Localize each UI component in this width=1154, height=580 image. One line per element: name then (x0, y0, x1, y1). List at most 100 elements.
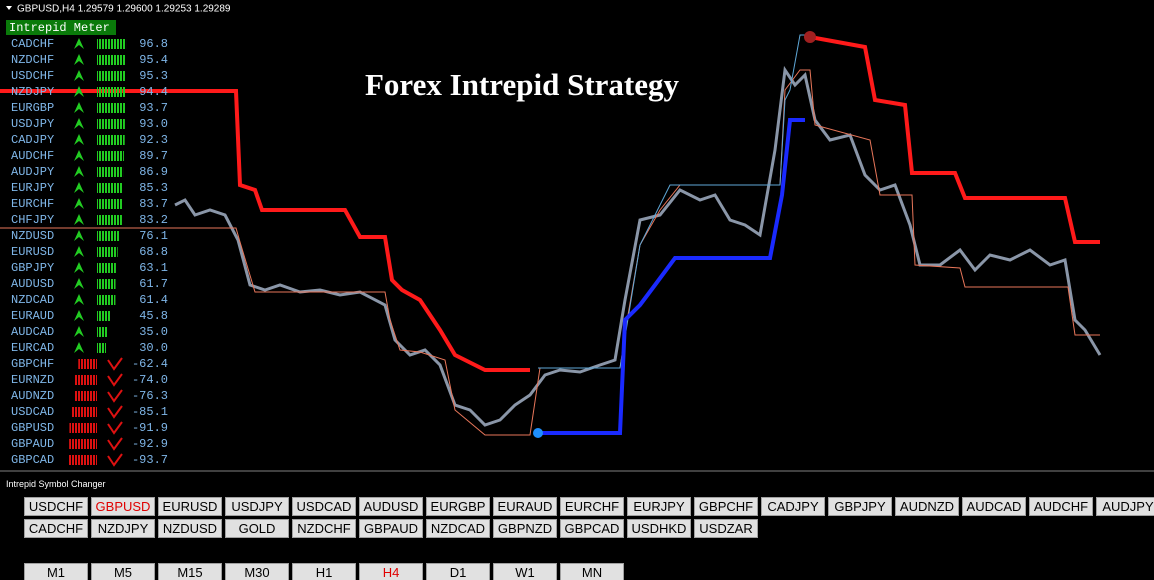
button[interactable]: M30 (225, 563, 289, 580)
button[interactable]: GBPCAD (560, 519, 624, 538)
button[interactable]: GBPCHF (694, 497, 758, 516)
symbol-header: GBPUSD,H4 1.29579 1.29600 1.29253 1.2928… (17, 4, 231, 15)
meter-symbol: NZDUSD (11, 229, 54, 243)
button[interactable]: D1 (426, 563, 490, 580)
button[interactable]: USDCHF (24, 497, 88, 516)
meter-symbol: AUDUSD (11, 277, 54, 291)
button[interactable]: M15 (158, 563, 222, 580)
up-arrow (74, 38, 84, 49)
strength-bar (97, 71, 126, 81)
strength-bar (97, 87, 126, 97)
meter-value: 85.3 (139, 181, 168, 195)
button[interactable]: AUDCHF (1029, 497, 1093, 516)
meter-symbol: EURCAD (11, 341, 54, 355)
meter-value: -85.1 (132, 405, 168, 419)
meter-symbol: AUDJPY (11, 165, 54, 179)
up-arrow (74, 118, 84, 129)
meter-symbol: EURGBP (11, 101, 54, 115)
meter-value: 35.0 (139, 325, 168, 339)
meter-value: -74.0 (132, 373, 168, 387)
button[interactable]: H4 (359, 563, 423, 580)
meter-value: 63.1 (139, 261, 168, 275)
meter-symbol: EURNZD (11, 373, 54, 387)
button[interactable]: NZDCAD (426, 519, 490, 538)
strength-bar (97, 247, 118, 257)
button[interactable]: H1 (292, 563, 356, 580)
meter-value: 95.3 (139, 69, 168, 83)
up-arrow (74, 70, 84, 81)
meter-symbol: GBPAUD (11, 437, 54, 451)
button[interactable]: GBPJPY (828, 497, 892, 516)
up-arrow (74, 230, 84, 241)
meter-value: 93.0 (139, 117, 168, 131)
meter-value: -92.9 (132, 437, 168, 451)
button[interactable]: EURJPY (627, 497, 691, 516)
button[interactable]: AUDCAD (962, 497, 1026, 516)
strength-bar (97, 199, 123, 209)
button[interactable]: NZDJPY (91, 519, 155, 538)
button[interactable]: CADCHF (24, 519, 88, 538)
button[interactable]: M1 (24, 563, 88, 580)
meter-symbol: EURUSD (11, 245, 54, 259)
up-arrow (74, 278, 84, 289)
button[interactable]: EURCHF (560, 497, 624, 516)
meter-value: 30.0 (139, 341, 168, 355)
chart-background (0, 0, 1154, 472)
meter-symbol: EURJPY (11, 181, 54, 195)
strength-bar (97, 295, 116, 305)
buy-signal (533, 428, 543, 438)
button[interactable]: AUDUSD (359, 497, 423, 516)
up-arrow (74, 166, 84, 177)
button[interactable]: USDCAD (292, 497, 356, 516)
button[interactable]: NZDUSD (158, 519, 222, 538)
meter-title: Intrepid Meter (9, 21, 110, 35)
up-arrow (74, 150, 84, 161)
up-arrow (74, 134, 84, 145)
button[interactable]: M5 (91, 563, 155, 580)
down-arrow (107, 437, 123, 451)
button[interactable]: EURAUD (493, 497, 557, 516)
button[interactable]: MN (560, 563, 624, 580)
meter-symbol: CHFJPY (11, 213, 54, 227)
sell-signal (804, 31, 816, 43)
strength-bar (97, 39, 127, 49)
up-arrow (74, 342, 84, 353)
strength-bar (68, 455, 97, 465)
strength-bar (97, 119, 125, 129)
meter-value: -93.7 (132, 453, 168, 467)
meter-symbol: GBPCHF (11, 357, 54, 371)
meter-value: 89.7 (139, 149, 168, 163)
button[interactable]: AUDJPY (1096, 497, 1154, 516)
meter-value: 92.3 (139, 133, 168, 147)
support-line (538, 118, 805, 435)
strength-bar (69, 423, 97, 433)
button[interactable]: GBPAUD (359, 519, 423, 538)
button[interactable]: W1 (493, 563, 557, 580)
price-candles (174, 65, 1102, 427)
button[interactable]: GOLD (225, 519, 289, 538)
meter-symbol: AUDNZD (11, 389, 54, 403)
meter-value: 61.4 (139, 293, 168, 307)
button[interactable]: CADJPY (761, 497, 825, 516)
meter-symbol: AUDCAD (11, 325, 54, 339)
button[interactable]: USDJPY (225, 497, 289, 516)
meter-symbol: USDJPY (11, 117, 54, 131)
up-arrow (74, 182, 84, 193)
button[interactable]: EURUSD (158, 497, 222, 516)
meter-value: 68.8 (139, 245, 168, 259)
strength-bar (74, 375, 97, 385)
button[interactable]: USDHKD (627, 519, 691, 538)
meter-value: 76.1 (139, 229, 168, 243)
meter-symbol: USDCHF (11, 69, 54, 83)
meter-value: 94.4 (139, 85, 168, 99)
button[interactable]: GBPUSD (91, 497, 155, 516)
button[interactable]: GBPNZD (493, 519, 557, 538)
meter-symbol: GBPJPY (11, 261, 54, 275)
strength-bar (97, 231, 120, 241)
button[interactable]: EURGBP (426, 497, 490, 516)
button[interactable]: USDZAR (694, 519, 758, 538)
button[interactable]: NZDCHF (292, 519, 356, 538)
button[interactable]: AUDNZD (895, 497, 959, 516)
meter-value: 83.7 (139, 197, 168, 211)
